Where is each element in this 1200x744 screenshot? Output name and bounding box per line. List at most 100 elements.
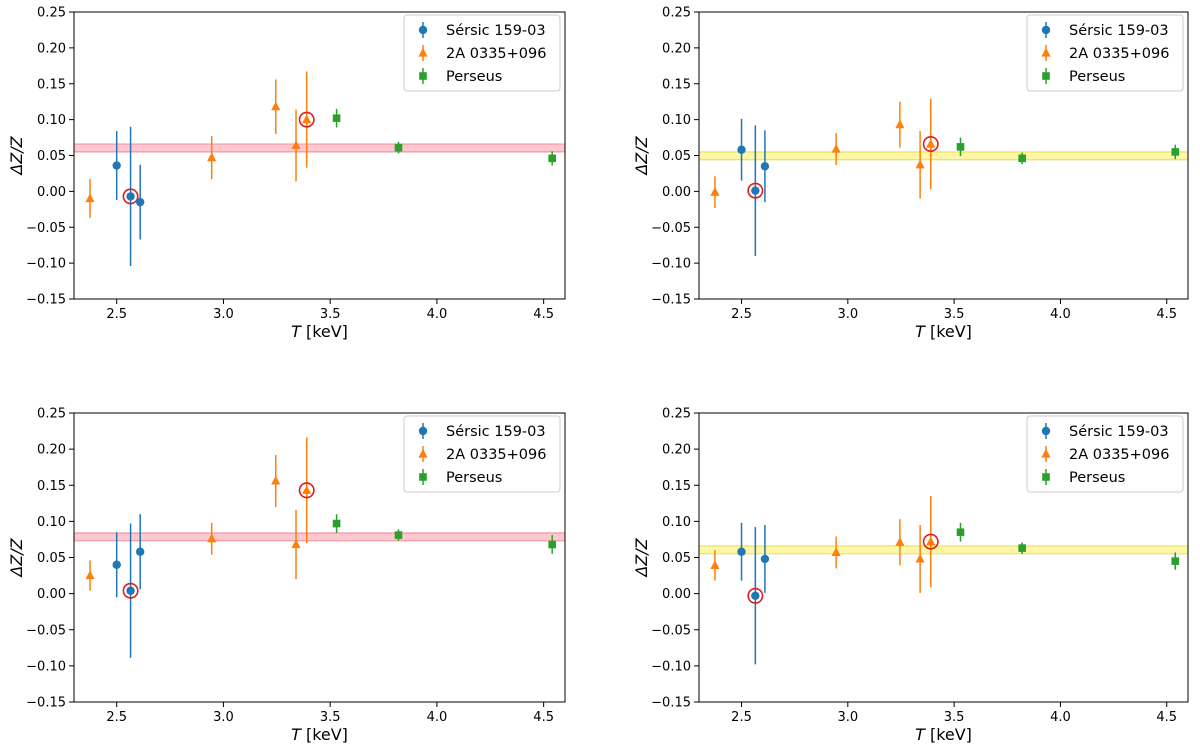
panel-bottom-right: 2.5 3.0 3.5 4.0 4.5 −0.15 −0.10 −0.05 0.00 0.05 0.… <box>632 407 1189 744</box>
x-tick-label: 3.0 <box>213 307 234 322</box>
y-tick-label: 0.00 <box>662 587 691 602</box>
data-point-triangle <box>207 152 217 162</box>
x-tick-label: 4.5 <box>533 307 554 322</box>
y-tick-label: 0.10 <box>37 113 66 128</box>
x-axis-label-variable: T <box>915 322 926 341</box>
legend-box <box>403 14 561 92</box>
data-point-circle <box>760 554 770 564</box>
x-tick-label: 3.5 <box>944 710 965 725</box>
data-point-triangle <box>895 119 905 129</box>
data-point-circle <box>126 586 135 595</box>
legend-marker-circle <box>1041 25 1051 35</box>
data-point-circle <box>135 547 145 556</box>
legend: Sérsic 159-03 2A 0335+096 Perseus <box>403 14 561 92</box>
legend-label: Sérsic 159-03 <box>1069 23 1169 39</box>
x-tick-label: 3.5 <box>320 307 341 322</box>
y-tick-label: 0.15 <box>662 479 691 494</box>
y-axis-label: ΔZ/Z <box>7 135 26 176</box>
y-tick-label: −0.05 <box>651 623 691 638</box>
y-tick-label: 0.25 <box>37 407 66 422</box>
data-point-square <box>956 143 965 151</box>
data-point-circle <box>126 192 135 201</box>
data-point-triangle <box>926 138 936 148</box>
x-tick-label: 4.0 <box>1050 307 1071 322</box>
data-point-triangle <box>302 114 312 124</box>
legend: Sérsic 159-03 2A 0335+096 Perseus <box>1026 14 1184 92</box>
x-axis-label-unit: [keV] <box>301 322 348 341</box>
x-tick-label: 2.5 <box>106 710 127 725</box>
series-triangle <box>710 496 939 593</box>
legend-label: 2A 0335+096 <box>446 447 546 463</box>
highlight-ring <box>922 533 939 550</box>
x-axis-label-unit: [keV] <box>925 725 972 744</box>
data-point-triangle <box>831 143 841 153</box>
y-tick-label: 0.25 <box>37 6 66 21</box>
x-tick-label: 4.0 <box>1050 710 1071 725</box>
data-point-triangle <box>271 475 281 485</box>
mean-band <box>74 144 565 152</box>
highlight-ring <box>122 188 139 205</box>
y-tick-label: 0.00 <box>662 185 691 200</box>
y-tick-label: 0.20 <box>37 443 66 458</box>
data-point-circle <box>751 591 760 600</box>
data-point-circle <box>751 186 760 195</box>
x-axis-label-variable: T <box>915 725 926 744</box>
y-tick-label: 0.15 <box>662 77 691 92</box>
y-tick-label: 0.05 <box>662 551 691 566</box>
highlight-ring <box>298 111 315 128</box>
series-square <box>956 522 1180 570</box>
data-point-square <box>394 143 403 152</box>
panel-top-right: 2.5 3.0 3.5 4.0 4.5 −0.15 −0.10 −0.05 0.00 0.05 0.… <box>632 6 1189 341</box>
x-axis-label-unit: [keV] <box>301 725 348 744</box>
mean-band <box>699 151 1188 160</box>
legend-label: Sérsic 159-03 <box>446 23 546 39</box>
data-point-triangle <box>926 536 936 546</box>
data-point-triangle <box>710 560 720 570</box>
y-tick-label: 0.15 <box>37 77 66 92</box>
y-tick-label: 0.10 <box>37 515 66 530</box>
series-square <box>332 108 556 166</box>
legend-label: Perseus <box>446 69 502 85</box>
y-tick-label: −0.15 <box>651 293 691 308</box>
x-axis-label: T [keV] <box>291 725 348 744</box>
legend-marker-square <box>1042 72 1050 80</box>
plot-frame <box>73 412 566 703</box>
x-tick-label: 3.5 <box>944 307 965 322</box>
x-tick-label: 3.0 <box>837 710 858 725</box>
plot-frame <box>698 11 1189 300</box>
data-point-square <box>394 531 403 539</box>
legend-marker-circle <box>418 426 428 436</box>
y-axis-label: ΔZ/Z <box>632 537 651 578</box>
data-point-triangle <box>302 485 312 494</box>
legend-marker-square <box>419 473 427 481</box>
x-tick-label: 4.0 <box>427 710 448 725</box>
x-tick-label: 4.0 <box>427 307 448 322</box>
legend-box <box>1026 415 1184 493</box>
series-triangle <box>85 71 315 218</box>
legend-marker-circle <box>1041 426 1051 436</box>
data-point-circle <box>737 547 746 556</box>
legend-label: Perseus <box>1069 470 1125 486</box>
data-point-circle <box>112 560 121 569</box>
data-point-triangle <box>85 570 95 580</box>
y-tick-label: 0.00 <box>37 185 66 200</box>
data-point-square <box>548 540 556 549</box>
x-axis-label: T [keV] <box>915 322 972 341</box>
x-tick-label: 4.5 <box>1156 307 1177 322</box>
legend: Sérsic 159-03 2A 0335+096 Perseus <box>403 415 561 493</box>
highlight-ring <box>298 482 315 499</box>
y-tick-label: −0.10 <box>26 257 66 272</box>
legend-label: 2A 0335+096 <box>1069 447 1169 463</box>
y-tick-label: 0.20 <box>37 41 66 56</box>
data-point-circle <box>737 145 746 154</box>
data-point-triangle <box>207 533 217 543</box>
series-circle <box>737 118 770 256</box>
legend-marker-circle <box>418 25 428 35</box>
y-tick-label: 0.00 <box>37 587 66 602</box>
x-tick-label: 3.5 <box>320 710 341 725</box>
y-tick-label: −0.10 <box>651 659 691 674</box>
data-point-circle <box>135 197 145 207</box>
x-tick-label: 2.5 <box>106 307 127 322</box>
legend-marker-square <box>1042 473 1050 481</box>
x-axis-label-variable: T <box>291 725 302 744</box>
